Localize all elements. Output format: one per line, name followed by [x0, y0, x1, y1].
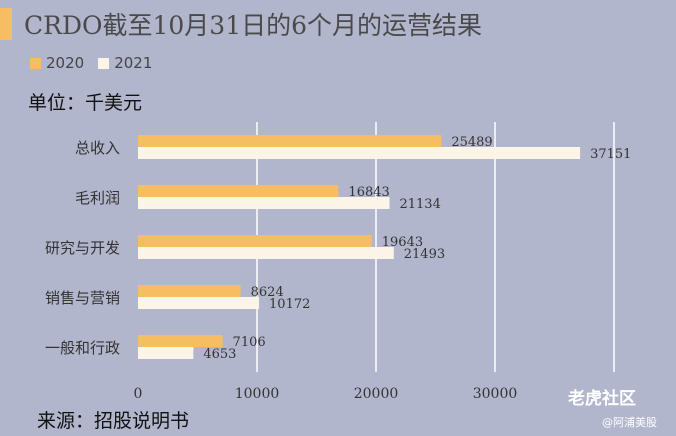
bar-2021-2 [138, 247, 394, 259]
x-tick-label-1: 10000 [235, 386, 280, 402]
legend-item-2021: 2021 [98, 54, 152, 72]
data-label-2021-4: 4653 [203, 347, 236, 362]
data-label-2020-0: 25489 [451, 135, 492, 150]
bar-2021-3 [138, 297, 260, 309]
chart-title: CRDO截至10月31日的6个月的运营结果 [24, 11, 483, 40]
bar-2020-0 [138, 135, 442, 147]
bar-2020-3 [138, 285, 241, 297]
data-label-2021-1: 21134 [399, 197, 440, 212]
data-label-2021-0: 37151 [590, 147, 631, 162]
x-tick-label-3: 30000 [473, 386, 518, 402]
bar-2021-0 [138, 147, 581, 159]
category-label-3: 销售与营销 [45, 289, 120, 307]
category-label-1: 毛利润 [75, 189, 120, 207]
category-label-0: 总收入 [75, 139, 120, 157]
category-label-2: 研究与开发 [45, 239, 120, 257]
data-label-2020-4: 7106 [233, 335, 266, 350]
watermark-handle: @阿浦美股 [602, 416, 657, 429]
data-label-2021-2: 21493 [404, 247, 445, 262]
legend-label-2020: 2020 [46, 54, 85, 72]
data-label-2020-2: 19643 [382, 235, 423, 250]
legend-item-2020: 2020 [30, 54, 84, 72]
watermark-community: 老虎社区 [568, 389, 636, 409]
x-tick-label-2: 20000 [354, 386, 399, 402]
legend-swatch-2021 [98, 57, 110, 69]
legend-label-2021: 2021 [114, 54, 153, 72]
bar-2020-4 [138, 335, 223, 347]
legend-swatch-2020 [30, 57, 41, 69]
data-label-2021-3: 10172 [269, 297, 310, 312]
unit-label: 单位：千美元 [28, 92, 143, 114]
bar-2021-4 [138, 347, 194, 359]
data-label-2020-3: 8624 [251, 285, 284, 300]
legend: 2020 2021 [30, 54, 166, 72]
data-label-2020-1: 16843 [348, 185, 389, 200]
title-accent-bar [0, 8, 12, 40]
bar-2021-1 [138, 197, 390, 209]
source-label: 来源：招股说明书 [37, 410, 190, 432]
x-tick-label-0: 0 [134, 386, 143, 402]
bar-2020-1 [138, 185, 339, 197]
bar-2020-2 [138, 235, 372, 247]
category-label-4: 一般和行政 [45, 339, 120, 357]
